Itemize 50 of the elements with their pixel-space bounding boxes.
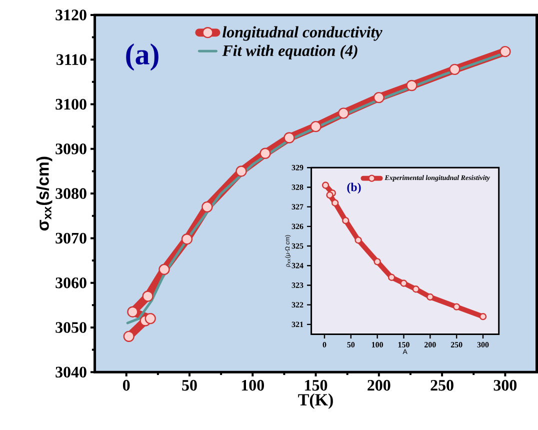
y-tick-label: 3110 <box>56 54 86 65</box>
y-tick-label: 3040 <box>56 366 86 378</box>
y-tick-label: 3090 <box>56 144 86 154</box>
y-tick-label: 3080 <box>56 188 86 199</box>
point <box>342 216 350 224</box>
x-tick-label: 0 <box>122 380 130 391</box>
point <box>354 236 362 244</box>
point <box>412 286 420 293</box>
annotation: (a) <box>126 43 158 71</box>
y-tick-label: 3060 <box>56 277 86 288</box>
point <box>500 46 511 58</box>
point <box>181 234 193 245</box>
x-tick-label: 150 <box>305 380 328 391</box>
legend-label: Fit with equation (4) <box>222 44 358 60</box>
x-tick-label: 100 <box>242 380 264 391</box>
point <box>388 274 396 281</box>
x-tick-label: 300 <box>494 380 517 391</box>
point <box>338 108 350 119</box>
point <box>449 64 460 76</box>
point <box>127 306 138 318</box>
point <box>260 148 271 159</box>
point <box>158 264 170 276</box>
point <box>406 80 418 92</box>
x-axis-title: T(K) <box>298 394 333 409</box>
y-tick-label: 3100 <box>56 98 86 110</box>
y-tick-label: 3120 <box>56 10 86 20</box>
point <box>310 120 322 132</box>
x-tick-label: 250 <box>430 380 454 391</box>
point <box>452 303 460 310</box>
annotation: (b) <box>347 182 361 194</box>
legend-label: longitudnal conductivity <box>222 26 382 41</box>
point <box>202 201 213 213</box>
point <box>479 312 487 320</box>
point <box>322 182 330 189</box>
point <box>331 199 339 206</box>
x-tick-label: 50 <box>182 380 197 391</box>
y-axis-title: σ$_{xx}$(s/cm) <box>36 156 52 231</box>
point <box>373 92 384 104</box>
point <box>284 132 295 144</box>
point <box>400 280 408 287</box>
point <box>426 293 434 301</box>
point <box>144 312 156 324</box>
x-tick-label: 200 <box>368 380 390 391</box>
point <box>142 290 154 302</box>
point <box>374 258 381 266</box>
point <box>326 191 334 199</box>
y-tick-label: 3070 <box>56 232 86 244</box>
point <box>123 330 134 342</box>
point <box>236 166 247 177</box>
y-tick-label: 3050 <box>56 322 86 333</box>
